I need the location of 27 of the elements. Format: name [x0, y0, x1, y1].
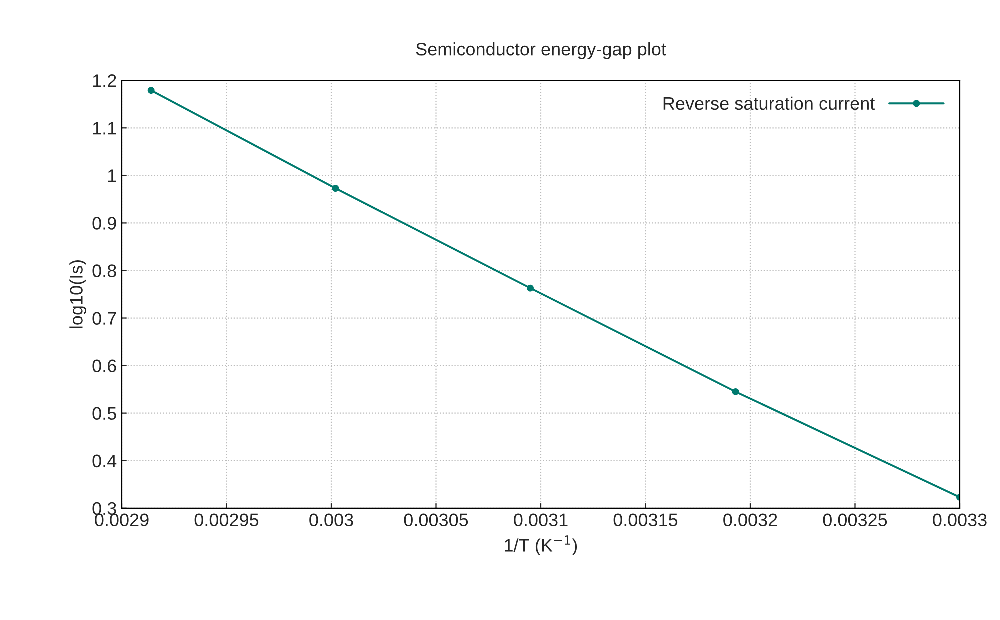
x-tick-label: 0.0029: [95, 514, 149, 527]
point: [527, 284, 534, 292]
y-tick-label: 0.8: [92, 264, 116, 278]
y-tick-label: 0.4: [92, 454, 117, 468]
x-tick-label: 0.0033: [933, 514, 987, 527]
y-tick-label: 0.6: [92, 360, 116, 373]
x-tick-label: 0.00315: [614, 514, 678, 527]
legend-label: Reverse saturation current: [664, 96, 876, 110]
y-tick-label: 0.3: [92, 502, 116, 516]
y-tick-label: 1.2: [93, 74, 116, 88]
x-axis-title: 1/T (K$^{−1}$): [505, 536, 578, 556]
y-axis-title: log10(Is): [70, 260, 86, 328]
y-tick-label: 1.1: [93, 122, 116, 135]
x-tick-label: 0.00325: [823, 514, 888, 527]
point: [732, 388, 740, 396]
y-tick-label: 0.7: [92, 312, 116, 325]
point: [148, 87, 155, 94]
x-tick-label: 0.00305: [404, 514, 468, 527]
chart-title: Semiconductor energy-gap plot: [416, 42, 666, 60]
point: [332, 185, 340, 192]
x-tick-label: 0.0031: [514, 514, 568, 527]
x-tick-label: 0.0032: [724, 514, 778, 527]
y-tick-label: 0.5: [92, 407, 116, 420]
y-tick-label: 1: [108, 170, 116, 182]
y-tick-label: 0.9: [92, 217, 116, 230]
x-tick-label: 0.00295: [194, 514, 259, 527]
x-tick-label: 0.003: [310, 514, 354, 527]
